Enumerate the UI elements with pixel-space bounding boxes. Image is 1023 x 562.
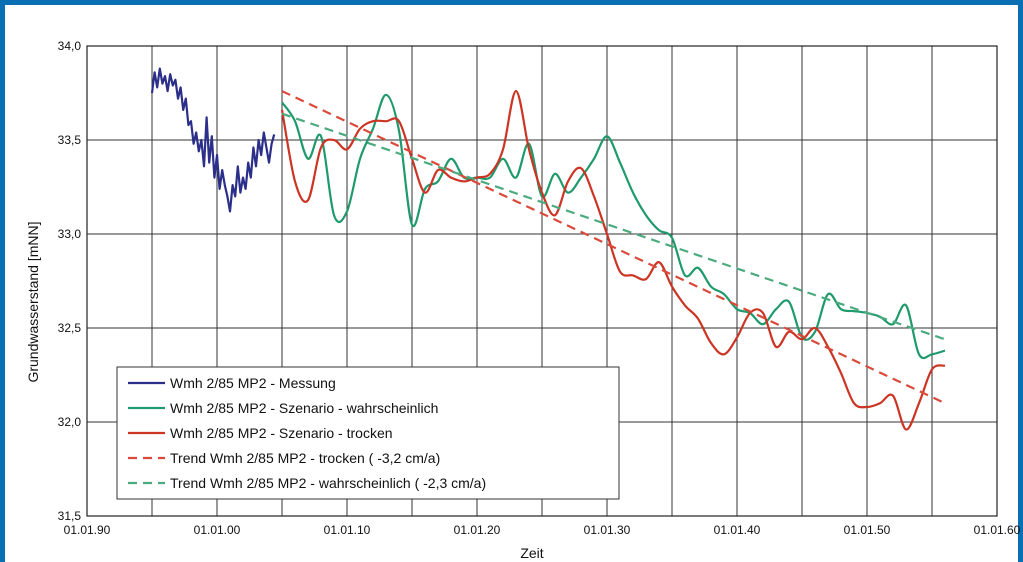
y-tick-label: 33,5 [58,133,82,147]
series-lines [150,67,946,431]
y-axis-ticks: 31,5 32,0 32,5 33,0 33,5 34,0 [58,39,82,523]
x-axis-ticks: 01.01.90 01.01.00 01.01.10 01.01.20 01.01.30… [64,523,1021,537]
legend-label: Trend Wmh 2/85 MP2 - wahrscheinlich ( -2… [170,475,486,491]
x-tick-label: 01.01.00 [194,523,241,537]
x-tick-label: 01.01.30 [584,523,631,537]
series-line-1 [281,93,946,360]
legend: Wmh 2/85 MP2 - Messung Wmh 2/85 MP2 - Sze… [116,366,620,500]
x-tick-label: 01.01.90 [64,523,111,537]
legend-box [116,366,620,500]
y-tick-label: 34,0 [58,39,82,53]
y-tick-label: 31,5 [58,509,82,523]
series-line-3 [281,90,946,405]
y-tick-label: 33,0 [58,227,82,241]
y-tick-label: 32,5 [58,321,82,335]
x-tick-label: 01.01.20 [454,523,501,537]
x-axis-label: Zeit [520,545,543,561]
series-line-2 [280,90,946,431]
legend-label: Wmh 2/85 MP2 - Messung [170,375,336,391]
legend-items: Wmh 2/85 MP2 - Messung Wmh 2/85 MP2 - Sze… [128,375,486,491]
x-tick-label: 01.01.60 [974,523,1021,537]
y-tick-label: 32,0 [58,415,82,429]
legend-label: Wmh 2/85 MP2 - Szenario - trocken [170,425,393,441]
x-tick-label: 01.01.50 [844,523,891,537]
series-line-4 [281,112,946,341]
y-axis-label: Grundwasserstand [mNN] [25,221,41,382]
legend-label: Trend Wmh 2/85 MP2 - trocken ( -3,2 cm/a… [170,450,440,466]
legend-label: Wmh 2/85 MP2 - Szenario - wahrscheinlich [170,400,438,416]
series-line-0 [150,67,276,213]
x-tick-label: 01.01.10 [324,523,371,537]
x-tick-label: 01.01.40 [714,523,761,537]
plot-area [86,45,998,517]
